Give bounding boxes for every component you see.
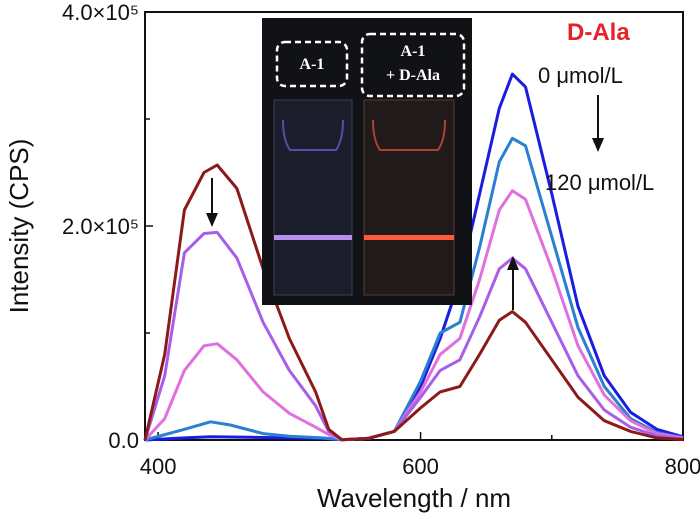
series-line-1: [144, 72, 684, 442]
inset-photo: A-1 A-1 + D-Ala: [262, 18, 472, 305]
x-tick-label: 400: [140, 454, 177, 479]
y-axis-label: Intensity (CPS): [4, 139, 34, 314]
series-line-4: [143, 230, 684, 442]
y-tick-label: 2.0×10⁵: [62, 214, 139, 239]
inset-label-right-line2: + D-Ala: [386, 67, 440, 84]
concentration-start-label: 0 μmol/L: [538, 63, 623, 88]
label-box-left: [275, 40, 349, 88]
y-axis-ticks: 0.0 2.0×10⁵ 4.0×10⁵: [62, 0, 153, 453]
x-axis-ticks: 400 600 800: [140, 432, 700, 479]
trend-arrow-red-up: [507, 256, 519, 310]
vial-left-line: [274, 235, 352, 240]
x-tick-label: 600: [402, 454, 439, 479]
y-tick-label: 0.0: [108, 428, 139, 453]
series-layer: [143, 72, 684, 442]
vial-right: [363, 99, 455, 296]
trend-arrow-right: [592, 95, 604, 152]
concentration-end-label: 120 μmol/L: [545, 170, 654, 195]
trend-arrow-blue-down: [206, 178, 218, 227]
inset-label-left: A-1: [300, 56, 325, 73]
chart-title: D-Ala: [567, 19, 630, 46]
vial-right-glow: [372, 119, 446, 151]
vial-left: [273, 99, 353, 296]
y-tick-label: 4.0×10⁵: [62, 0, 139, 25]
vial-right-line: [364, 235, 454, 240]
x-tick-label: 800: [665, 454, 700, 479]
series-line-5: [143, 163, 684, 442]
series-line-2: [144, 136, 684, 442]
series-line-3: [143, 189, 684, 442]
x-axis-label: Wavelength / nm: [317, 483, 511, 513]
vial-left-glow: [282, 119, 344, 151]
label-box-right: [360, 32, 466, 98]
inset-label-right-line1: A-1: [401, 43, 426, 60]
